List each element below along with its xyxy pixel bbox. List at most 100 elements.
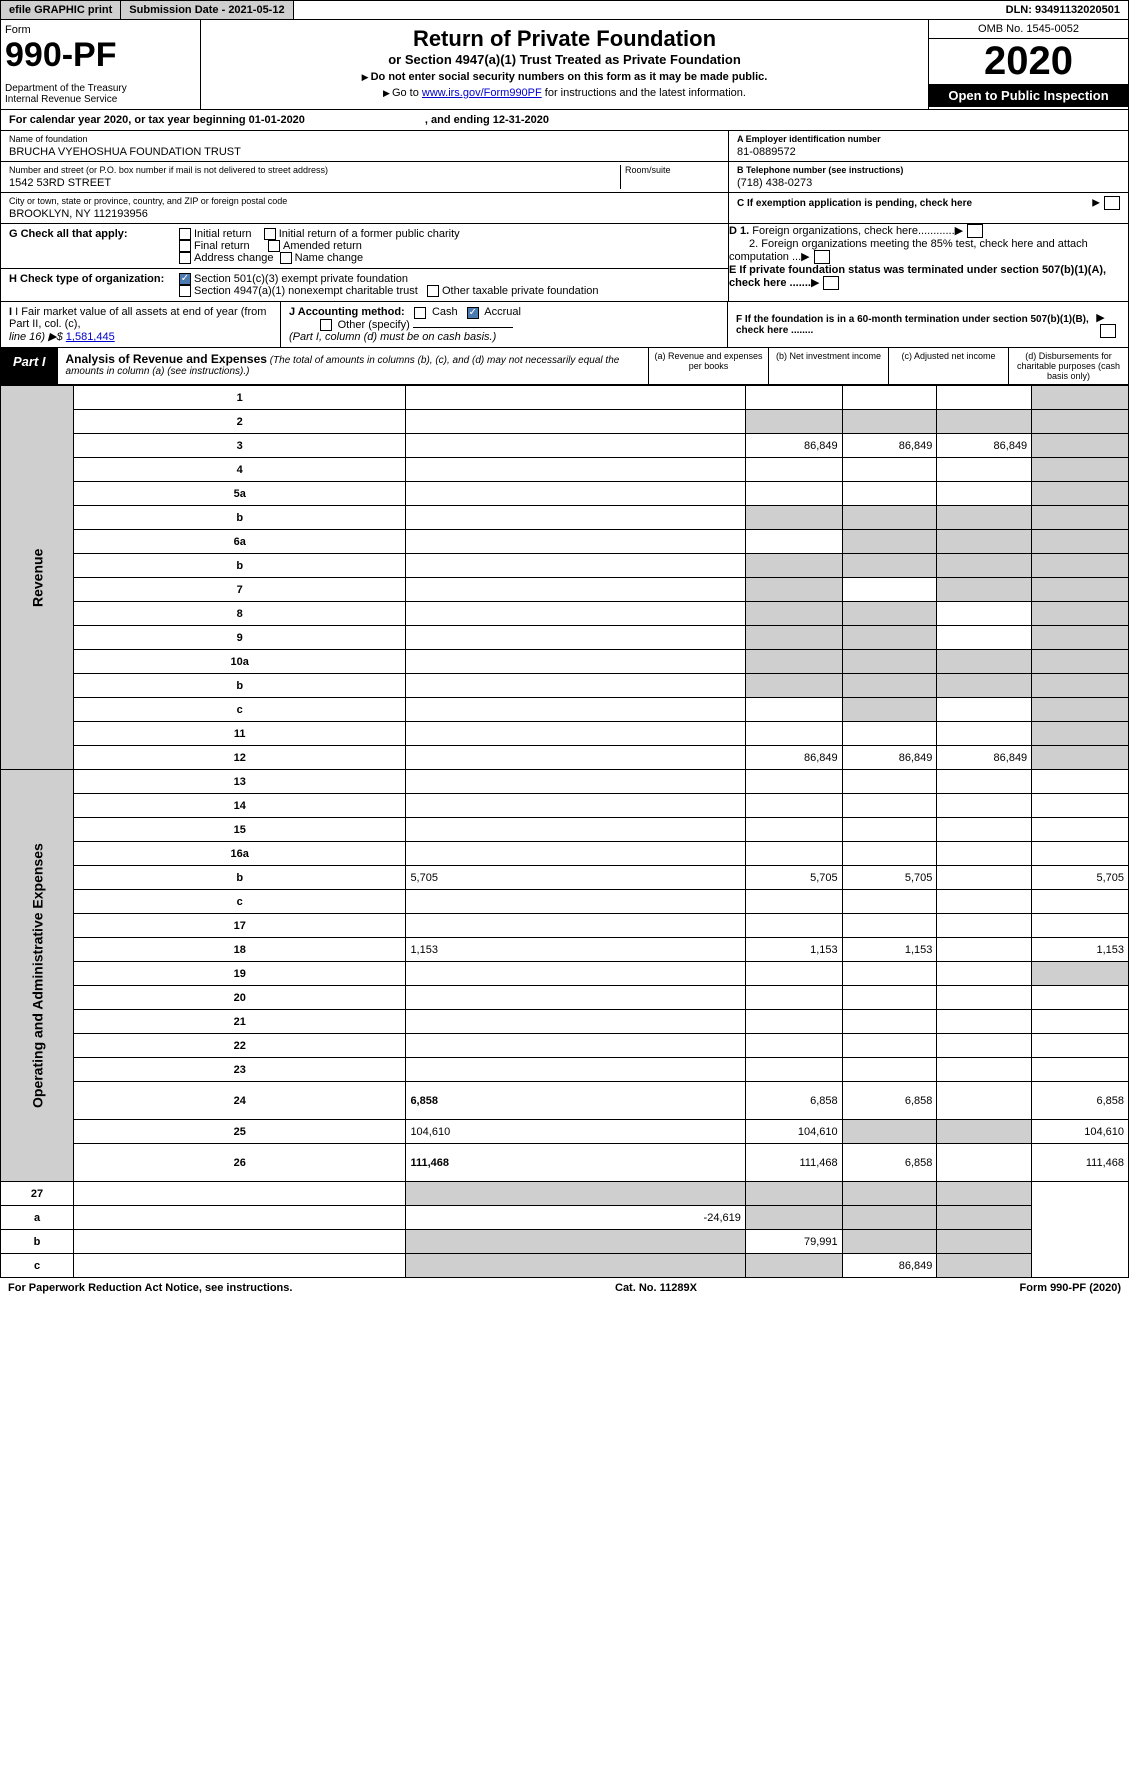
footer-mid: Cat. No. 11289X [615,1282,697,1294]
row-desc [406,458,745,482]
cell-d: 5,705 [1032,866,1129,890]
cell-d [937,1182,1032,1206]
cell-b [842,554,937,578]
cell-b [842,530,937,554]
cell-b [745,1182,842,1206]
chk-address[interactable] [179,252,191,264]
row-desc: 111,468 [406,1144,745,1182]
chk-initial-former[interactable] [264,228,276,240]
note2: Go to www.irs.gov/Form990PF for instruct… [207,87,922,99]
chk-4947[interactable] [179,285,191,297]
row-num: 6a [74,530,406,554]
h-row: H Check type of organization: Section 50… [1,269,728,301]
chk-other-method[interactable] [320,319,332,331]
cell-c [937,890,1032,914]
table-row: 22 [1,1034,1129,1058]
e-checkbox[interactable] [823,276,839,290]
table-row: 16a [1,842,1129,866]
cell-b [842,722,937,746]
chk-name[interactable] [280,252,292,264]
row-num: b [74,506,406,530]
fmv-link[interactable]: 1,581,445 [66,331,115,343]
row-num: 19 [74,962,406,986]
c-checkbox[interactable] [1104,196,1120,210]
f-checkbox[interactable] [1100,324,1116,338]
cell-d [1032,1058,1129,1082]
row-desc: 1,153 [406,938,745,962]
phone: (718) 438-0273 [737,177,1120,189]
chk-cash[interactable] [414,307,426,319]
table-row: 5a [1,482,1129,506]
cell-c [937,650,1032,674]
cell-c [937,458,1032,482]
cell-d [1032,386,1129,410]
cell-c [937,530,1032,554]
cell-d [1032,554,1129,578]
cell-b [842,506,937,530]
row-desc [406,794,745,818]
row-desc [406,410,745,434]
cell-a [745,674,842,698]
row-num: 7 [74,578,406,602]
table-row: 25104,610104,610104,610 [1,1120,1129,1144]
cell-c [937,386,1032,410]
cell-b [842,602,937,626]
addr-label: Number and street (or P.O. box number if… [9,165,620,175]
d1-checkbox[interactable] [967,224,983,238]
chk-other-tax[interactable] [427,285,439,297]
irs-link[interactable]: www.irs.gov/Form990PF [422,87,542,99]
cell-c: 86,849 [937,434,1032,458]
cell-d [1032,1010,1129,1034]
d2-row: 2. Foreign organizations meeting the 85%… [729,238,1128,264]
cell-a [745,650,842,674]
cell-c [937,914,1032,938]
cell-d [1032,410,1129,434]
cell-d [1032,506,1129,530]
row-num: b [74,554,406,578]
cell-b [842,962,937,986]
cell-d [1032,602,1129,626]
row-num: c [74,890,406,914]
row-num: 25 [74,1120,406,1144]
row-desc [406,890,745,914]
table-row: a-24,619 [1,1206,1129,1230]
chk-accrual[interactable] [467,307,479,319]
table-row: 21 [1,1010,1129,1034]
efile-print[interactable]: efile GRAPHIC print [1,1,121,19]
chk-final[interactable] [179,240,191,252]
table-row: 26111,468111,4686,858111,468 [1,1144,1129,1182]
cell-a [745,578,842,602]
table-row: c [1,698,1129,722]
row-desc [406,602,745,626]
cell-d: 6,858 [1032,1082,1129,1120]
row-num: b [74,866,406,890]
cell-d [1032,698,1129,722]
cell-a: 86,849 [745,746,842,770]
row-desc [406,770,745,794]
cell-c [937,1034,1032,1058]
cell-a [406,1230,745,1254]
table-row: 1286,84986,84986,849 [1,746,1129,770]
cell-c [937,674,1032,698]
cell-d: 111,468 [1032,1144,1129,1182]
table-row: 246,8586,8586,8586,858 [1,1082,1129,1120]
cell-d [1032,770,1129,794]
cell-c [842,1206,937,1230]
omb: OMB No. 1545-0052 [929,20,1128,39]
row-num: 20 [74,986,406,1010]
cell-b [842,1058,937,1082]
g-h-section: G Check all that apply: Initial return I… [0,224,1129,302]
cell-d [937,1254,1032,1278]
cell-b [842,410,937,434]
chk-amended[interactable] [268,240,280,252]
row-num: 17 [74,914,406,938]
chk-initial[interactable] [179,228,191,240]
d2-checkbox[interactable] [814,250,830,264]
cell-d [937,1230,1032,1254]
chk-501c3[interactable] [179,273,191,285]
row-num: 9 [74,626,406,650]
table-row: 15 [1,818,1129,842]
info-right: A Employer identification number 81-0889… [728,131,1128,223]
cell-c [937,602,1032,626]
cell-b [842,794,937,818]
